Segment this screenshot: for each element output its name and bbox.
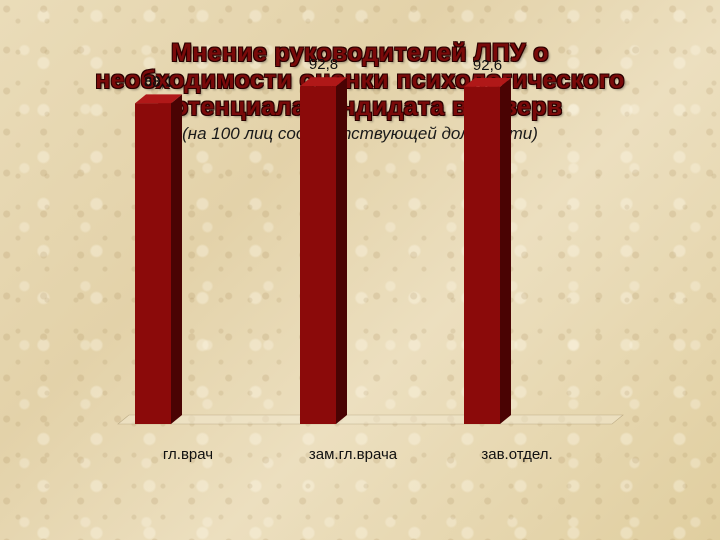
bar-front — [464, 86, 500, 424]
bar-top — [300, 77, 347, 87]
bar-front — [300, 86, 336, 424]
chart-floor — [117, 414, 624, 425]
chart-title-line-2: необходимости оценки психологического — [95, 66, 625, 94]
value-label-2: 92,8 — [309, 56, 338, 73]
bar-top — [135, 94, 182, 104]
chart-floor-plane — [117, 414, 624, 425]
chart-bars — [135, 77, 511, 424]
category-label-2: зам.гл.врача — [309, 446, 398, 463]
chart-title-line-1: Мнение руководителей ЛПУ о — [171, 39, 549, 67]
bar-2 — [300, 77, 347, 424]
chart-subtitle: (на 100 лиц соответствующей должности) — [182, 124, 538, 143]
value-label-1: 88,1 — [144, 73, 173, 90]
bar-3 — [464, 77, 511, 424]
bar-top — [464, 77, 511, 87]
bar-side — [171, 94, 182, 424]
value-label-3: 92,6 — [473, 57, 502, 74]
bar-1 — [135, 94, 182, 424]
bar-front — [135, 103, 171, 424]
category-label-1: гл.врач — [163, 446, 213, 463]
bar-side — [500, 77, 511, 424]
category-labels: гл.врач зам.гл.врача зав.отдел. — [163, 446, 553, 463]
category-label-3: зав.отдел. — [481, 446, 552, 463]
bar-side — [336, 77, 347, 424]
value-labels: 88,1 92,8 92,6 — [144, 56, 502, 90]
